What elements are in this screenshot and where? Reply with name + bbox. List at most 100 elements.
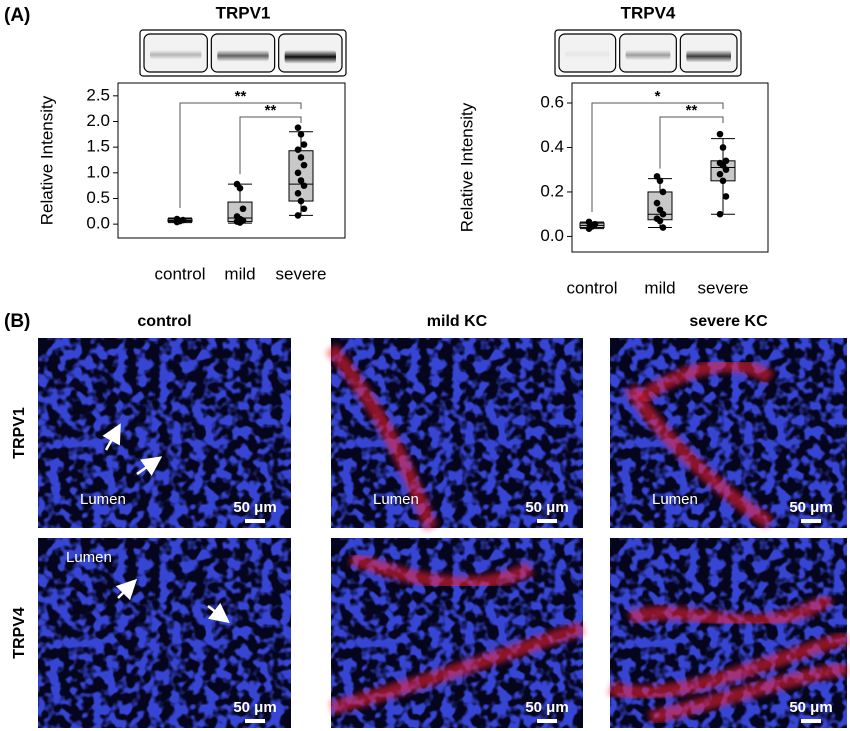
nuclei — [38, 338, 291, 528]
blot-band — [217, 50, 269, 62]
data-point — [722, 193, 730, 200]
blot-band — [150, 50, 202, 60]
red-signal — [648, 661, 849, 725]
data-point — [294, 124, 302, 131]
box — [647, 191, 673, 221]
chart: TRPV1 0.0 0.5 1.0 1.5 2.0 2.5 Relative Intensit… — [37, 3, 347, 283]
data-point — [716, 130, 724, 138]
scale-bar — [245, 519, 265, 523]
scale-bar-label: 50 μm — [233, 699, 276, 716]
blot-band — [565, 50, 610, 59]
micrograph: 50 μm — [607, 538, 849, 728]
data-point — [716, 210, 724, 218]
lumen-label: Lumen — [80, 491, 126, 508]
data-point — [659, 188, 667, 196]
red-signal — [348, 551, 535, 591]
x-tick-label: mild — [644, 278, 675, 297]
plot-frame — [571, 82, 769, 253]
scale-bar — [801, 519, 821, 523]
data-point — [294, 146, 302, 154]
x-tick-label: mild — [224, 264, 255, 283]
y-tick-label: 0.4 — [540, 137, 564, 156]
data-point — [297, 197, 305, 205]
scale-bar-label: 50 μm — [525, 499, 568, 516]
blot-band — [284, 50, 336, 64]
scale-bar-label: 50 μm — [233, 499, 276, 516]
blot-band — [686, 50, 731, 63]
significance-bracket — [239, 116, 302, 175]
micrograph: Lumen 50 μm — [610, 338, 847, 529]
y-tick-label: 1.5 — [86, 137, 110, 156]
data-point — [300, 205, 308, 213]
y-axis-label: Relative Intensity — [457, 102, 476, 232]
data-point — [719, 177, 727, 185]
y-axis-label: Relative Intensity — [37, 95, 56, 225]
x-tick-label: severe — [275, 264, 326, 283]
data-point — [236, 219, 244, 226]
micrograph: Lumen 50 μm — [38, 338, 291, 528]
data-point — [591, 220, 599, 228]
data-point — [300, 182, 308, 189]
charts: TRPV1 0.0 0.5 1.0 1.5 2.0 2.5 Relative Intensit… — [37, 3, 769, 297]
data-point — [173, 215, 181, 223]
scale-bar-label: 50 μm — [525, 699, 568, 716]
y-tick-label: 0.5 — [86, 188, 110, 207]
significance-label: ** — [235, 88, 247, 105]
red-signal — [607, 631, 849, 700]
y-tick-label: 2.5 — [86, 85, 110, 104]
data-point — [294, 190, 302, 197]
red-signal — [636, 358, 775, 404]
y-tick-label: 0.2 — [540, 181, 564, 200]
blot-band — [625, 50, 671, 61]
column-header: control — [137, 313, 191, 330]
significance-label: ** — [265, 102, 277, 119]
y-tick-label: 2.0 — [86, 111, 110, 130]
data-point — [294, 212, 302, 219]
nuclei — [331, 338, 583, 528]
column-header: mild KC — [427, 313, 488, 330]
panel-label: (B) — [4, 311, 30, 332]
x-tick-label: control — [154, 264, 205, 283]
chart-title: TRPV1 — [216, 3, 271, 22]
data-point — [659, 210, 667, 218]
chart-title: TRPV4 — [621, 3, 676, 22]
data-point — [722, 166, 730, 174]
row-header: TRPV1 — [11, 407, 28, 459]
data-point — [239, 205, 247, 213]
panel-label: (A) — [4, 5, 30, 26]
data-point — [716, 170, 724, 178]
scale-bar-label: 50 μm — [789, 499, 832, 516]
significance-label: * — [655, 88, 661, 105]
x-tick-label: control — [566, 278, 617, 297]
y-tick-label: 0.0 — [540, 226, 564, 245]
arrows — [102, 423, 230, 624]
data-point — [297, 131, 305, 138]
lumen-label: Lumen — [66, 549, 112, 566]
lumen-label: Lumen — [652, 491, 698, 508]
data-point — [297, 154, 305, 161]
red-signal — [624, 384, 774, 529]
chart: TRPV4 0.0 0.2 0.4 0.6 Relative Intensity contr… — [457, 3, 769, 297]
red-signal — [627, 592, 834, 629]
data-point — [659, 224, 667, 231]
data-point — [300, 141, 308, 148]
nuclei — [38, 538, 291, 728]
data-point — [300, 161, 308, 169]
data-point — [719, 144, 727, 151]
red-signal — [329, 621, 586, 715]
y-tick-label: 0.0 — [86, 214, 110, 233]
micrograph: Lumen 50 μm — [38, 538, 291, 728]
significance-label: ** — [686, 102, 698, 119]
data-point — [656, 217, 664, 225]
y-tick-label: 1.0 — [86, 162, 110, 181]
data-point — [179, 216, 187, 224]
row-header: TRPV4 — [11, 607, 28, 659]
plot-frame — [117, 82, 346, 239]
data-point — [656, 177, 664, 185]
scale-bar — [801, 719, 821, 723]
micrograph: 50 μm — [329, 538, 586, 728]
significance-bracket — [591, 102, 724, 212]
data-point — [297, 177, 305, 184]
